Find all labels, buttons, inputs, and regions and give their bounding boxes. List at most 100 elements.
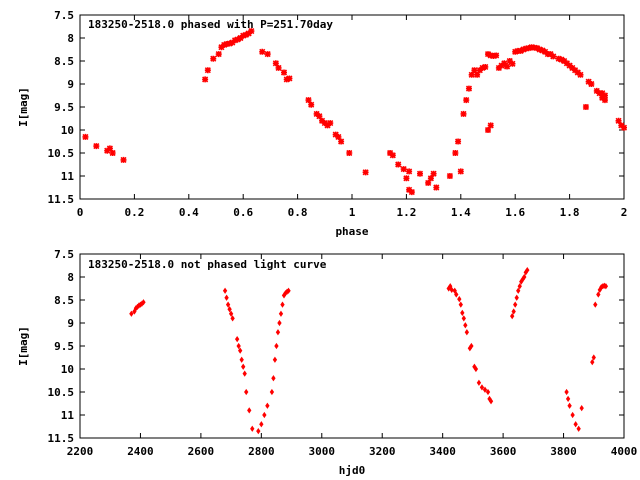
data-point xyxy=(615,117,622,124)
data-point xyxy=(129,310,134,317)
data-point xyxy=(313,110,320,117)
y-tick-label: 9.5 xyxy=(54,101,74,114)
data-point xyxy=(488,398,494,405)
data-point xyxy=(324,122,331,129)
data-point xyxy=(570,411,575,419)
data-point xyxy=(286,287,291,294)
ticks-bottom: 2200 2400 2600 2800 3000 3200 3400 3600 3800 4000… xyxy=(48,248,638,458)
data-point xyxy=(566,62,573,69)
y-tick-label: 10.5 xyxy=(48,147,75,160)
data-point xyxy=(593,87,600,94)
y-axis-label-bottom: I[mag] xyxy=(17,326,30,366)
data-point xyxy=(242,370,247,377)
data-point xyxy=(576,425,581,432)
data-point xyxy=(525,266,530,274)
y-tick-label: 10 xyxy=(61,363,74,376)
data-point xyxy=(403,175,410,182)
x-tick-label: 1 xyxy=(349,206,356,219)
data-point xyxy=(250,425,255,432)
data-point xyxy=(484,51,492,58)
data-point xyxy=(460,309,465,317)
data-point xyxy=(509,60,516,67)
data-point xyxy=(558,56,565,63)
data-point xyxy=(547,51,554,58)
x-tick-label: 2400 xyxy=(127,445,154,458)
x-tick-label: 0.8 xyxy=(288,206,308,219)
data-point xyxy=(230,315,235,322)
data-point xyxy=(452,149,459,157)
data-point xyxy=(321,120,328,127)
data-point xyxy=(565,395,571,403)
data-point xyxy=(406,168,413,175)
data-point xyxy=(106,145,113,152)
x-tick-label: 1.8 xyxy=(560,206,580,219)
data-point xyxy=(522,273,527,281)
y-tick-label: 8.5 xyxy=(54,55,74,68)
data-point xyxy=(484,126,492,134)
data-point xyxy=(512,48,519,55)
data-point xyxy=(479,384,485,391)
data-point xyxy=(120,156,127,163)
data-point xyxy=(501,60,508,67)
data-point xyxy=(245,30,252,37)
data-point xyxy=(244,388,249,396)
data-point xyxy=(588,80,595,88)
phased-light-curve-panel: 183250-2518.0 phased with P=251.70day ph… xyxy=(17,9,627,238)
data-point xyxy=(259,48,266,55)
y-tick-label: 9.5 xyxy=(54,340,74,353)
data-point xyxy=(308,101,315,108)
data-point xyxy=(479,64,486,71)
data-point xyxy=(271,375,276,382)
data-point xyxy=(430,170,437,177)
data-point xyxy=(222,287,228,294)
y-tick-label: 7.5 xyxy=(54,9,74,22)
data-point xyxy=(283,76,290,83)
data-point xyxy=(564,388,569,396)
data-point xyxy=(215,51,222,58)
x-tick-label: 4000 xyxy=(611,445,638,458)
data-point xyxy=(141,299,146,306)
data-point xyxy=(277,319,282,327)
data-point xyxy=(513,301,518,308)
y-tick-label: 10 xyxy=(61,124,74,137)
data-point xyxy=(618,122,625,129)
data-point xyxy=(457,295,462,303)
x-tick-label: 2600 xyxy=(188,445,215,458)
data-point xyxy=(210,55,217,62)
data-point xyxy=(517,47,524,54)
data-point xyxy=(585,78,592,85)
x-tick-label: 1.4 xyxy=(451,206,471,219)
data-point xyxy=(238,347,243,354)
x-axis-label-bottom: hjd0 xyxy=(339,464,366,477)
data-point xyxy=(425,179,432,186)
y-tick-label: 10.5 xyxy=(48,386,75,399)
data-point xyxy=(542,48,549,55)
data-point xyxy=(473,365,479,373)
data-point xyxy=(596,291,601,298)
y-tick-label: 7.5 xyxy=(54,248,74,261)
data-point xyxy=(248,28,255,35)
data-point xyxy=(577,71,584,78)
data-point xyxy=(493,52,500,59)
x-tick-label: 0.6 xyxy=(233,206,253,219)
data-point xyxy=(449,286,454,294)
data-point xyxy=(516,287,521,294)
x-tick-label: 2200 xyxy=(67,445,94,458)
x-tick-label: 2800 xyxy=(248,445,275,458)
data-point xyxy=(511,308,516,315)
data-point xyxy=(503,63,511,70)
data-point xyxy=(332,131,339,138)
data-point xyxy=(567,402,572,409)
y-tick-label: 11 xyxy=(61,409,75,422)
data-point xyxy=(476,379,482,386)
data-point xyxy=(234,335,240,343)
data-point xyxy=(280,69,288,76)
data-point xyxy=(571,67,579,74)
x-tick-label: 0.2 xyxy=(124,206,144,219)
data-point xyxy=(389,152,396,159)
data-point xyxy=(338,138,345,145)
data-point xyxy=(593,301,598,308)
data-point xyxy=(533,45,541,52)
data-point xyxy=(446,172,453,180)
